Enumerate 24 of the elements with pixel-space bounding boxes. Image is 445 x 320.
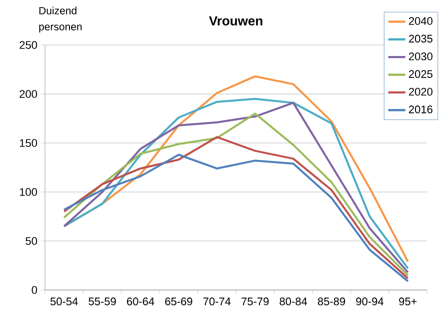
y-tick-label: 150 xyxy=(20,139,38,147)
x-tick-label: 80-84 xyxy=(280,298,308,306)
x-tick-label: 60-64 xyxy=(127,298,154,306)
y-tick-label: 200 xyxy=(20,90,38,98)
legend-label: 2035 xyxy=(408,34,432,43)
x-tick-label: 90-94 xyxy=(356,298,384,306)
x-tick-label: 95+ xyxy=(399,298,417,306)
x-tick-label: 50-54 xyxy=(50,298,78,306)
x-tick-label: 55-59 xyxy=(88,298,116,306)
legend-label: 2025 xyxy=(408,70,432,78)
legend-label: 2040 xyxy=(408,17,432,25)
y-tick-label: 50 xyxy=(26,237,38,245)
x-tick-label: 70-74 xyxy=(203,298,231,306)
y-tick-label: 250 xyxy=(20,41,38,49)
y-axis-title: Duizend personen xyxy=(39,6,82,32)
y-tick-label: 100 xyxy=(20,188,38,196)
x-tick-label: 65-69 xyxy=(165,298,192,306)
x-tick-label: 75-79 xyxy=(242,298,269,306)
legend-label: 2030 xyxy=(408,52,432,60)
x-tick-label: 85-89 xyxy=(318,298,346,306)
legend-label: 2016 xyxy=(408,106,432,114)
chart-title: Vrouwen xyxy=(209,16,262,26)
y-tick-label: 0 xyxy=(32,286,38,294)
legend-label: 2020 xyxy=(408,88,432,96)
